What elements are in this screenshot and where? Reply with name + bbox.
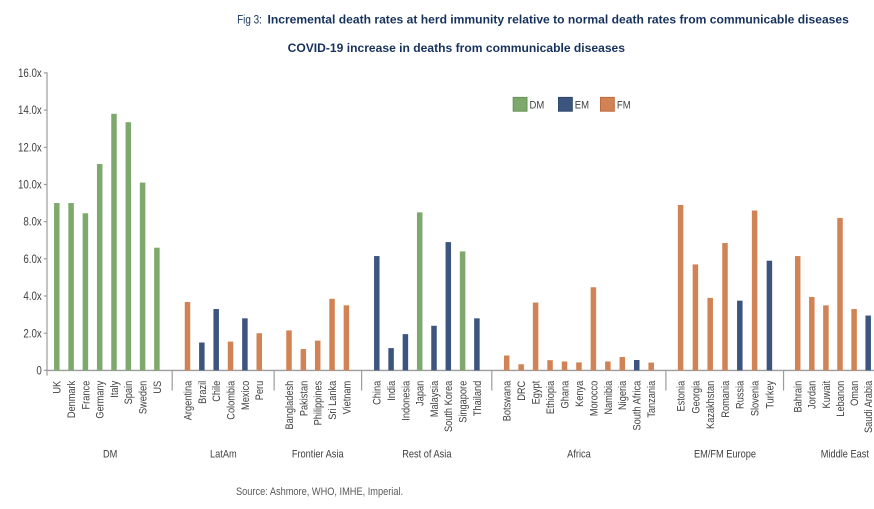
svg-text:Denmark: Denmark [66,381,78,418]
svg-text:14.0x: 14.0x [18,104,42,117]
svg-text:Bangladesh: Bangladesh [284,381,296,430]
svg-text:16.0x: 16.0x [18,67,42,80]
svg-text:Japan: Japan [415,381,427,406]
svg-text:Fig 3:: Fig 3: [237,13,262,26]
svg-text:FM: FM [617,100,631,112]
svg-text:Romania: Romania [720,380,732,417]
svg-text:Frontier Asia: Frontier Asia [292,449,344,461]
svg-text:UK: UK [52,380,64,393]
svg-text:2.0x: 2.0x [23,328,42,341]
svg-text:Namibia: Namibia [603,380,615,414]
svg-text:Argentina: Argentina [183,380,195,420]
svg-text:Philippines: Philippines [313,381,325,426]
svg-text:LatAm: LatAm [210,449,237,461]
svg-text:Pakistan: Pakistan [299,381,311,416]
svg-text:DM: DM [530,100,545,112]
svg-text:0: 0 [36,365,41,378]
svg-text:Sweden: Sweden [138,381,150,414]
svg-text:Peru: Peru [255,381,267,400]
svg-text:10.0x: 10.0x [18,179,42,192]
svg-text:Malaysia: Malaysia [429,380,441,417]
svg-text:Mexico: Mexico [240,380,252,410]
svg-text:Kazakhstan: Kazakhstan [706,381,718,429]
svg-text:Ghana: Ghana [560,380,572,408]
svg-text:Source: Ashmore, WHO, IMHE, Im: Source: Ashmore, WHO, IMHE, Imperial. [236,486,403,498]
svg-text:Tanzania: Tanzania [647,380,659,417]
svg-text:Germany: Germany [95,381,107,419]
svg-text:Botswana: Botswana [502,380,514,421]
svg-text:China: China [372,380,384,405]
svg-text:12.0x: 12.0x [18,142,42,155]
svg-text:Incremental death rates at her: Incremental death rates at herd immunity… [268,12,850,26]
svg-text:Sri Lanka: Sri Lanka [327,380,339,419]
svg-text:Jordan: Jordan [807,381,819,409]
svg-text:Saudi Arabia: Saudi Arabia [864,380,874,433]
svg-text:France: France [81,380,93,409]
svg-text:Ethiopia: Ethiopia [545,380,557,414]
svg-text:Russia: Russia [735,380,747,409]
svg-text:Nigeria: Nigeria [618,380,630,410]
svg-text:Georgia: Georgia [691,380,703,413]
svg-text:Italy: Italy [109,381,121,398]
svg-text:COVID-19 increase in deaths fr: COVID-19 increase in deaths from communi… [288,41,626,55]
svg-text:Middle East: Middle East [821,449,869,461]
svg-text:US: US [152,380,164,393]
svg-text:EM/FM Europe: EM/FM Europe [694,449,756,461]
svg-text:South Africa: South Africa [632,380,644,430]
svg-text:DRC: DRC [517,381,529,401]
svg-text:Kuwait: Kuwait [821,381,833,409]
svg-text:Thailand: Thailand [472,381,484,416]
svg-text:Kenya: Kenya [574,380,586,407]
svg-text:Morocco: Morocco [589,380,601,416]
svg-text:South Korea: South Korea [444,380,456,432]
svg-text:Brazil: Brazil [197,381,209,404]
svg-text:Spain: Spain [124,381,136,405]
svg-text:Colombia: Colombia [226,380,238,419]
svg-text:Singapore: Singapore [458,380,470,422]
svg-text:Chile: Chile [212,380,224,401]
svg-text:DM: DM [103,449,117,461]
svg-text:Lebanon: Lebanon [835,381,847,417]
svg-text:Africa: Africa [567,449,591,461]
svg-text:Slovenia: Slovenia [750,380,762,416]
svg-text:Egypt: Egypt [531,381,543,405]
svg-text:Turkey: Turkey [765,381,777,409]
svg-text:India: India [386,380,398,400]
svg-text:4.0x: 4.0x [23,290,42,303]
svg-text:EM: EM [575,100,589,112]
svg-text:Vietnam: Vietnam [342,381,354,415]
svg-text:Rest of Asia: Rest of Asia [402,449,452,461]
svg-text:Indonesia: Indonesia [401,380,413,420]
svg-text:8.0x: 8.0x [23,216,42,229]
svg-text:Oman: Oman [849,381,861,406]
svg-text:Estonia: Estonia [676,380,688,411]
svg-text:Bahrain: Bahrain [793,381,805,413]
svg-text:6.0x: 6.0x [23,253,42,266]
